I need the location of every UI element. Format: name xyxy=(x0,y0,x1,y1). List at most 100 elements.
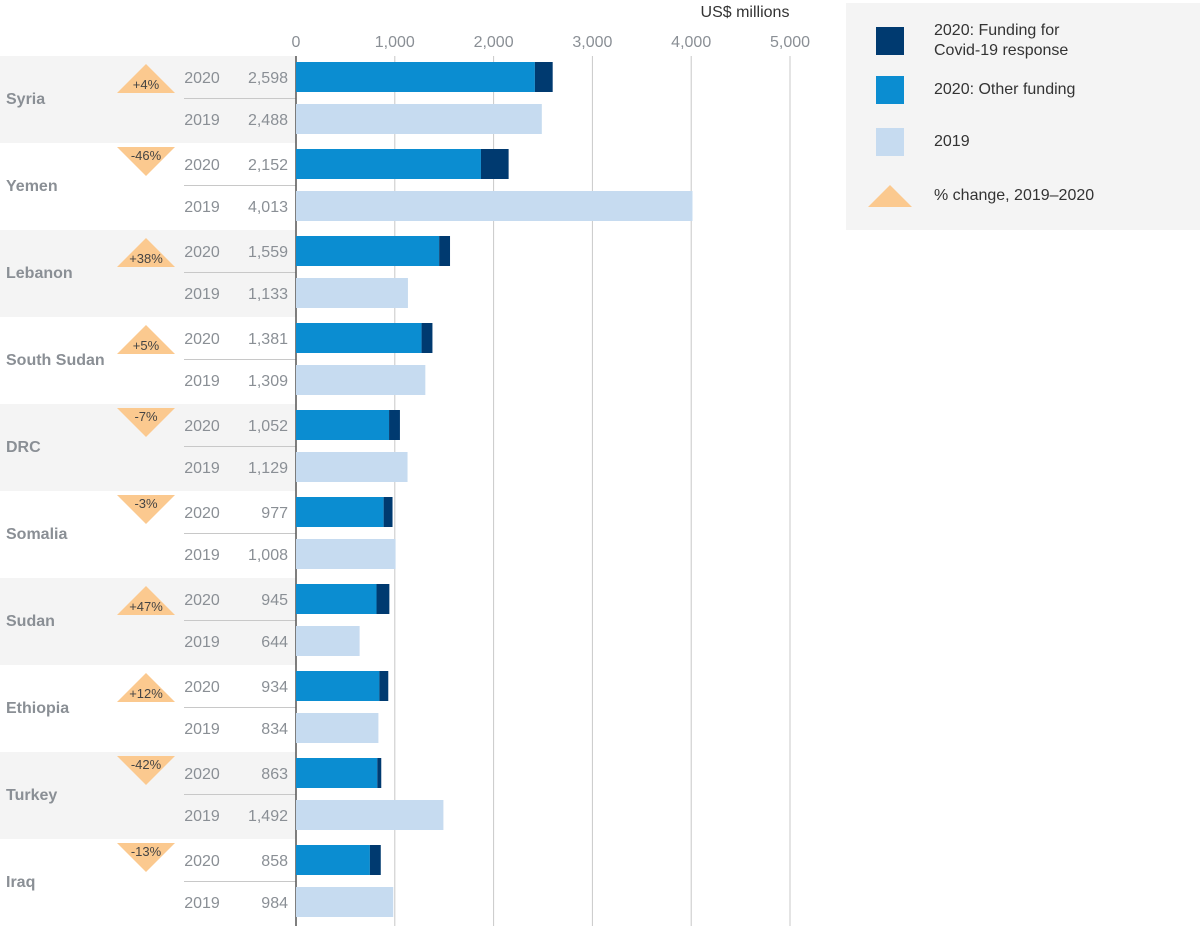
change-label: -13% xyxy=(131,844,162,859)
x-tick-label: 0 xyxy=(292,34,301,51)
bar-2019 xyxy=(296,887,394,917)
bar-2020-other xyxy=(296,845,370,875)
value-label-2020: 2,598 xyxy=(248,70,288,87)
year-label-2019: 2019 xyxy=(184,634,220,651)
value-label-2019: 1,129 xyxy=(248,460,288,477)
year-label-2020: 2020 xyxy=(184,853,220,870)
bar-2020-covid xyxy=(421,323,433,353)
change-label: -46% xyxy=(131,148,162,163)
bar-2020-other xyxy=(296,62,535,92)
x-tick-label: 2,000 xyxy=(474,34,514,51)
year-label-2020: 2020 xyxy=(184,244,220,261)
change-up-icon xyxy=(117,586,175,615)
change-down-icon xyxy=(117,147,175,176)
change-label: -3% xyxy=(134,496,158,511)
bar-2020-other xyxy=(296,410,390,440)
value-label-2019: 1,492 xyxy=(248,808,288,825)
year-label-2019: 2019 xyxy=(184,373,220,390)
country-label: DRC xyxy=(6,439,41,456)
bar-2020-other xyxy=(296,584,377,614)
change-down-icon xyxy=(117,408,175,437)
year-label-2020: 2020 xyxy=(184,505,220,522)
value-label-2020: 934 xyxy=(261,679,288,696)
bar-2019 xyxy=(296,713,379,743)
bar-2020-other xyxy=(296,671,380,701)
legend-item-change: % change, 2019–2020 xyxy=(868,185,1095,207)
bar-2020-other xyxy=(296,497,384,527)
change-up-icon xyxy=(117,325,175,354)
value-label-2019: 1,309 xyxy=(248,373,288,390)
unit-label: US$ millions xyxy=(701,4,790,21)
bar-2020-covid xyxy=(369,845,381,875)
year-label-2020: 2020 xyxy=(184,157,220,174)
change-label: +38% xyxy=(129,251,163,266)
value-label-2020: 858 xyxy=(261,853,288,870)
value-label-2020: 1,052 xyxy=(248,418,288,435)
change-label: +4% xyxy=(133,77,160,92)
country-label: Ethiopia xyxy=(6,700,69,717)
year-label-2019: 2019 xyxy=(184,199,220,216)
legend-label-change: % change, 2019–2020 xyxy=(934,187,1095,204)
bar-2020-covid xyxy=(439,236,451,266)
year-label-2019: 2019 xyxy=(184,721,220,738)
legend-label-other: 2020: Other funding xyxy=(934,81,1076,98)
bar-2019 xyxy=(296,191,693,221)
year-label-2020: 2020 xyxy=(184,331,220,348)
value-label-2020: 1,381 xyxy=(248,331,288,348)
change-label: -7% xyxy=(134,409,158,424)
legend: 2020: Funding for Covid-19 response 2020… xyxy=(846,3,1200,230)
bar-2019 xyxy=(296,278,408,308)
bar-2020-other xyxy=(296,323,422,353)
value-label-2020: 2,152 xyxy=(248,157,288,174)
bar-2019 xyxy=(296,800,444,830)
country-label: Somalia xyxy=(6,526,67,543)
bars xyxy=(296,62,693,917)
year-label-2020: 2020 xyxy=(184,70,220,87)
year-label-2019: 2019 xyxy=(184,286,220,303)
bar-2020-other xyxy=(296,236,440,266)
change-up-icon xyxy=(117,238,175,267)
legend-item-other: 2020: Other funding xyxy=(876,76,1075,104)
legend-swatch-2019 xyxy=(876,128,904,156)
year-label-2020: 2020 xyxy=(184,418,220,435)
value-label-2019: 984 xyxy=(261,895,288,912)
bar-2020-covid xyxy=(377,758,382,788)
value-label-2020: 863 xyxy=(261,766,288,783)
value-label-2019: 644 xyxy=(261,634,288,651)
country-label: Sudan xyxy=(6,613,55,630)
value-label-2019: 1,008 xyxy=(248,547,288,564)
bar-2020-other xyxy=(296,758,378,788)
year-label-2020: 2020 xyxy=(184,766,220,783)
gridlines xyxy=(295,56,791,926)
country-label: Turkey xyxy=(6,787,57,804)
row-labels: Syria 2020 2019 2,598 2,488 +4% Yemen 2020 2019 2… xyxy=(6,64,288,912)
change-down-icon xyxy=(117,756,175,785)
change-up-icon xyxy=(117,673,175,702)
bar-2019 xyxy=(296,365,426,395)
country-label: Lebanon xyxy=(6,265,73,282)
country-label: Yemen xyxy=(6,178,58,195)
value-label-2020: 1,559 xyxy=(248,244,288,261)
legend-swatch-other xyxy=(876,76,904,104)
bar-2020-covid xyxy=(376,584,390,614)
year-label-2019: 2019 xyxy=(184,895,220,912)
change-label: +47% xyxy=(129,599,163,614)
value-label-2019: 1,133 xyxy=(248,286,288,303)
bar-2020-covid xyxy=(389,410,400,440)
x-axis-ticks: 0 1,000 2,000 3,000 4,000 5,000 xyxy=(292,34,811,51)
year-label-2019: 2019 xyxy=(184,547,220,564)
country-label: Iraq xyxy=(6,874,35,891)
x-tick-label: 1,000 xyxy=(375,34,415,51)
change-down-icon xyxy=(117,495,175,524)
bar-2020-covid xyxy=(480,149,509,179)
bar-2019 xyxy=(296,452,408,482)
country-label: South Sudan xyxy=(6,352,105,369)
year-label-2019: 2019 xyxy=(184,112,220,129)
x-tick-label: 4,000 xyxy=(671,34,711,51)
year-label-2019: 2019 xyxy=(184,808,220,825)
country-label: Syria xyxy=(6,91,45,108)
year-label-2020: 2020 xyxy=(184,592,220,609)
legend-label-2019: 2019 xyxy=(934,133,970,150)
value-label-2019: 834 xyxy=(261,721,288,738)
